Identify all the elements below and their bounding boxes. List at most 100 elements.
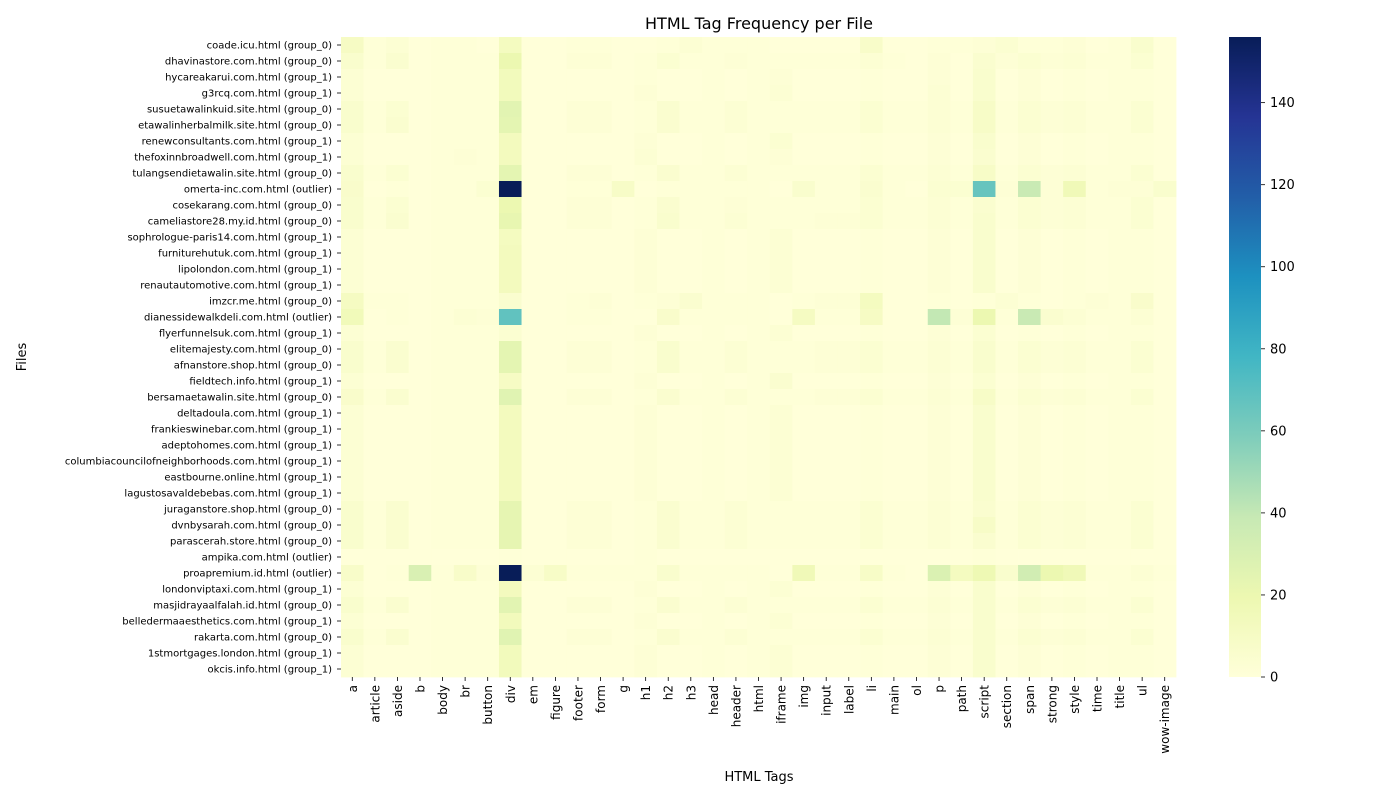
heatmap-cell: [521, 421, 545, 438]
heatmap-cell: [747, 293, 771, 310]
heatmap-cell: [363, 613, 387, 630]
heatmap-cell: [724, 469, 748, 486]
heatmap-cell: [679, 549, 703, 566]
column-label: header: [729, 685, 743, 727]
heatmap-cell: [1153, 245, 1177, 262]
row-label: omerta-inc.com.html (outlier): [184, 185, 332, 196]
heatmap-cell: [679, 629, 703, 646]
heatmap-cell: [341, 645, 364, 662]
heatmap-cell: [341, 309, 364, 326]
heatmap-cell: [747, 133, 771, 150]
heatmap-cell: [544, 565, 568, 582]
row-label: parascerah.store.html (group_0): [170, 537, 332, 548]
heatmap-cell: [769, 181, 793, 198]
heatmap-cell: [1085, 645, 1109, 662]
heatmap-cell: [927, 117, 951, 134]
heatmap-cell: [611, 133, 635, 150]
heatmap-cell: [656, 597, 680, 614]
heatmap-cell: [1063, 549, 1087, 566]
heatmap-cell: [386, 629, 410, 646]
heatmap-cell: [1085, 517, 1109, 534]
heatmap-cell: [386, 181, 410, 198]
heatmap-cell: [453, 517, 477, 534]
heatmap-cell: [950, 581, 974, 598]
heatmap-cell: [1018, 373, 1041, 390]
heatmap-cell: [566, 341, 590, 358]
heatmap-cell: [1130, 149, 1154, 166]
heatmap-cell: [634, 629, 658, 646]
colorbar-tick-label: 100: [1270, 260, 1295, 275]
heatmap-cell: [589, 501, 613, 518]
heatmap-cell: [453, 549, 477, 566]
row-label: deltadoula.com.html (group_1): [177, 409, 332, 420]
heatmap-cell: [837, 613, 861, 630]
heatmap-cell: [837, 277, 861, 294]
heatmap-cell: [431, 613, 455, 630]
colorbar-tick-label: 120: [1270, 178, 1295, 193]
heatmap-cell: [589, 533, 613, 550]
heatmap-cell: [1153, 309, 1177, 326]
heatmap-cell: [386, 373, 410, 390]
heatmap-cell: [995, 37, 1019, 54]
heatmap-cell: [972, 421, 996, 438]
heatmap-cell: [476, 453, 500, 470]
heatmap-cell: [566, 101, 590, 118]
heatmap-cell: [860, 421, 884, 438]
heatmap-cell: [679, 85, 703, 102]
heatmap-cell: [927, 485, 951, 502]
column-label: article: [368, 685, 382, 723]
heatmap-cell: [792, 517, 816, 534]
heatmap-cell: [544, 533, 568, 550]
heatmap-cell: [544, 437, 568, 454]
heatmap-cell: [521, 629, 545, 646]
heatmap-cell: [860, 405, 884, 422]
heatmap-cell: [702, 389, 726, 406]
heatmap-cell: [747, 309, 771, 326]
heatmap-cell: [814, 101, 838, 118]
heatmap-cell: [860, 293, 884, 310]
colorbar: [1229, 37, 1261, 677]
heatmap-cell: [544, 661, 568, 678]
heatmap-cell: [1040, 437, 1064, 454]
heatmap-cell: [521, 357, 545, 374]
heatmap-cell: [611, 405, 635, 422]
heatmap-cell: [341, 597, 364, 614]
heatmap-cell: [453, 533, 477, 550]
heatmap-cells: [341, 37, 1177, 678]
heatmap-cell: [679, 597, 703, 614]
heatmap-cell: [1108, 373, 1132, 390]
heatmap-cell: [1108, 325, 1132, 342]
heatmap-cell: [498, 149, 522, 166]
heatmap-cell: [995, 437, 1019, 454]
heatmap-cell: [792, 597, 816, 614]
heatmap-cell: [724, 149, 748, 166]
heatmap-cell: [408, 197, 432, 214]
heatmap-cell: [363, 213, 387, 230]
heatmap-cell: [386, 261, 410, 278]
heatmap-cell: [408, 149, 432, 166]
heatmap-cell: [521, 661, 545, 678]
heatmap-cell: [702, 405, 726, 422]
heatmap-cell: [408, 517, 432, 534]
heatmap-cell: [927, 197, 951, 214]
heatmap-cell: [521, 645, 545, 662]
heatmap-cell: [837, 597, 861, 614]
heatmap-cell: [386, 421, 410, 438]
heatmap-cell: [950, 277, 974, 294]
heatmap-cell: [950, 213, 974, 230]
heatmap-cell: [814, 565, 838, 582]
heatmap-cell: [611, 181, 635, 198]
heatmap-cell: [792, 133, 816, 150]
heatmap-cell: [431, 485, 455, 502]
row-label: frankieswinebar.com.html (group_1): [151, 425, 332, 436]
heatmap-cell: [747, 181, 771, 198]
heatmap-cell: [363, 117, 387, 134]
heatmap-cell: [341, 549, 364, 566]
heatmap-cell: [792, 645, 816, 662]
heatmap-cell: [521, 293, 545, 310]
row-label: hycareakarui.com.html (group_1): [165, 73, 332, 84]
heatmap-cell: [995, 373, 1019, 390]
heatmap-cell: [476, 37, 500, 54]
heatmap-cell: [408, 389, 432, 406]
heatmap-cell: [566, 485, 590, 502]
